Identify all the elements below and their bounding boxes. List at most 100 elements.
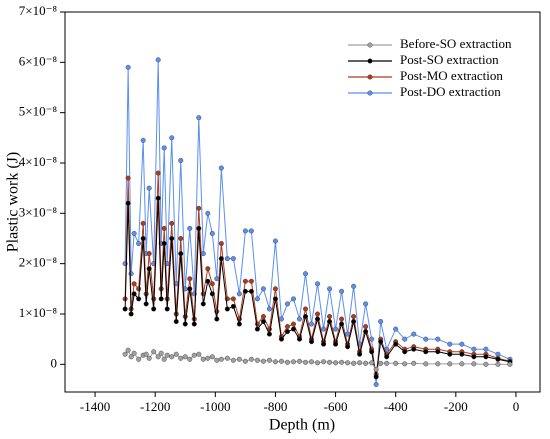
data-point — [224, 355, 230, 361]
y-tick-label: 7×10⁻⁸ — [19, 3, 58, 18]
data-point — [218, 165, 224, 171]
data-point — [423, 361, 429, 367]
data-point — [290, 326, 296, 332]
data-point — [284, 329, 290, 335]
data-point — [173, 351, 179, 357]
data-point — [191, 321, 197, 327]
x-tick-label: -1400 — [80, 399, 110, 414]
data-point — [290, 321, 296, 327]
data-point — [471, 354, 477, 360]
data-point — [411, 346, 417, 352]
data-point — [196, 351, 202, 357]
data-point — [146, 266, 152, 272]
data-point — [357, 360, 363, 366]
data-point — [495, 356, 501, 362]
data-point — [242, 288, 248, 294]
data-point — [402, 349, 408, 355]
data-point — [369, 336, 375, 342]
y-tick-label: 6×10⁻⁸ — [19, 53, 58, 68]
data-point — [483, 361, 489, 367]
data-point — [122, 306, 128, 312]
data-point — [209, 230, 215, 236]
data-point — [315, 360, 321, 366]
data-point — [155, 354, 161, 360]
data-point — [214, 316, 220, 322]
data-point — [363, 329, 369, 335]
legend-marker — [367, 58, 373, 64]
data-point — [161, 241, 167, 247]
data-point — [178, 235, 184, 241]
data-point — [178, 355, 184, 361]
data-point — [296, 336, 302, 342]
data-point — [393, 341, 399, 347]
data-point — [230, 296, 236, 302]
data-point — [196, 225, 202, 231]
data-point — [236, 321, 242, 327]
data-point — [146, 251, 152, 257]
data-point — [248, 278, 254, 284]
data-point — [447, 351, 453, 357]
data-point — [393, 360, 399, 366]
data-point — [254, 357, 260, 363]
y-tick-label: 0 — [51, 355, 58, 370]
data-point — [205, 355, 211, 361]
data-point — [236, 356, 242, 362]
x-tick-label: -200 — [444, 399, 468, 414]
data-point — [266, 331, 272, 337]
data-point — [447, 341, 453, 347]
data-point — [248, 228, 254, 234]
data-point — [266, 357, 272, 363]
data-point — [254, 326, 260, 332]
data-point — [483, 346, 489, 352]
data-point — [161, 356, 167, 362]
data-point — [140, 137, 146, 143]
data-point — [196, 115, 202, 121]
data-point — [357, 351, 363, 357]
x-tick-label: -800 — [264, 399, 288, 414]
legend-label: Post-DO extraction — [400, 84, 501, 99]
data-point — [178, 251, 184, 257]
data-point — [169, 354, 175, 360]
data-point — [182, 321, 188, 327]
series-line — [124, 59, 511, 385]
data-point — [339, 316, 345, 322]
data-point — [131, 230, 137, 236]
data-point — [339, 359, 345, 365]
data-point — [272, 286, 278, 292]
data-point — [236, 291, 242, 297]
data-point — [351, 360, 357, 366]
data-point — [373, 381, 379, 387]
data-point — [187, 276, 193, 282]
data-point — [178, 157, 184, 163]
data-point — [369, 360, 375, 366]
data-point — [378, 319, 384, 325]
data-point — [411, 331, 417, 337]
y-axis-title: Plastic work (J) — [5, 152, 22, 252]
data-point — [507, 361, 513, 367]
x-axis-title: Depth (m) — [269, 417, 335, 434]
data-point — [136, 241, 142, 247]
data-point — [187, 225, 193, 231]
data-point — [164, 306, 170, 312]
data-point — [155, 57, 161, 63]
y-tick-label: 5×10⁻⁸ — [19, 104, 58, 119]
data-point — [122, 351, 128, 357]
data-point — [369, 349, 375, 355]
series-line — [124, 173, 511, 375]
data-point — [393, 326, 399, 332]
y-tick-label: 4×10⁻⁸ — [19, 154, 58, 169]
data-point — [435, 361, 441, 367]
data-point — [290, 296, 296, 302]
data-point — [339, 288, 345, 294]
data-point — [209, 354, 215, 360]
data-point — [131, 350, 137, 356]
data-point — [284, 359, 290, 365]
data-point — [140, 220, 146, 226]
data-point — [125, 175, 131, 181]
data-point — [161, 225, 167, 231]
data-point — [483, 354, 489, 360]
data-point — [161, 145, 167, 151]
data-point — [173, 319, 179, 325]
data-point — [266, 306, 272, 312]
